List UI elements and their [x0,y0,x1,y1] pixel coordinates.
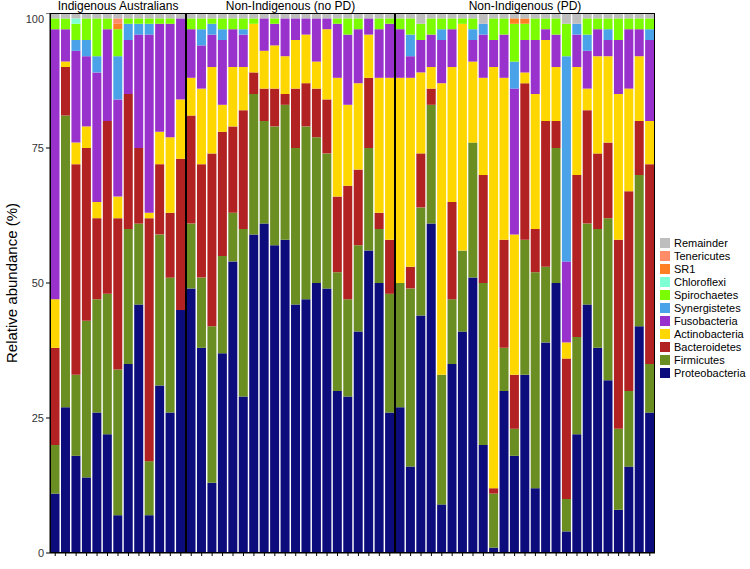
html-text:SR1: SR1 [674,262,696,275]
html-text:Remainder: Remainder [674,236,728,249]
html-text:Spirochaetes: Spirochaetes [674,288,739,301]
html-text:Relative abundance (%): Relative abundance (%) [3,203,20,363]
svg-text:100: 100 [26,13,44,25]
html-text:Chloroflexi: Chloroflexi [674,275,726,288]
html-text:Bacteroidetes: Bacteroidetes [674,340,742,353]
svg-text:50: 50 [32,277,44,289]
html-text:Indigenous Australians: Indigenous Australians [57,0,179,13]
svg-text:75: 75 [32,142,44,154]
html-text:Proteobacteria: Proteobacteria [674,366,746,379]
svg-text:25: 25 [32,412,44,424]
html-text:Actinobacteria: Actinobacteria [674,327,744,340]
html-text:Non-Indigenous (no PD): Non-Indigenous (no PD) [225,0,356,13]
html-text:Non-Indigenous (PD): Non-Indigenous (PD) [468,0,582,13]
html-text:Tenericutes: Tenericutes [674,249,731,262]
html-text:Fusobacteria: Fusobacteria [674,314,738,327]
html-text:Firmicutes: Firmicutes [674,353,725,366]
html-text:Synergistetes: Synergistetes [674,301,741,314]
svg-text:0: 0 [38,547,44,559]
